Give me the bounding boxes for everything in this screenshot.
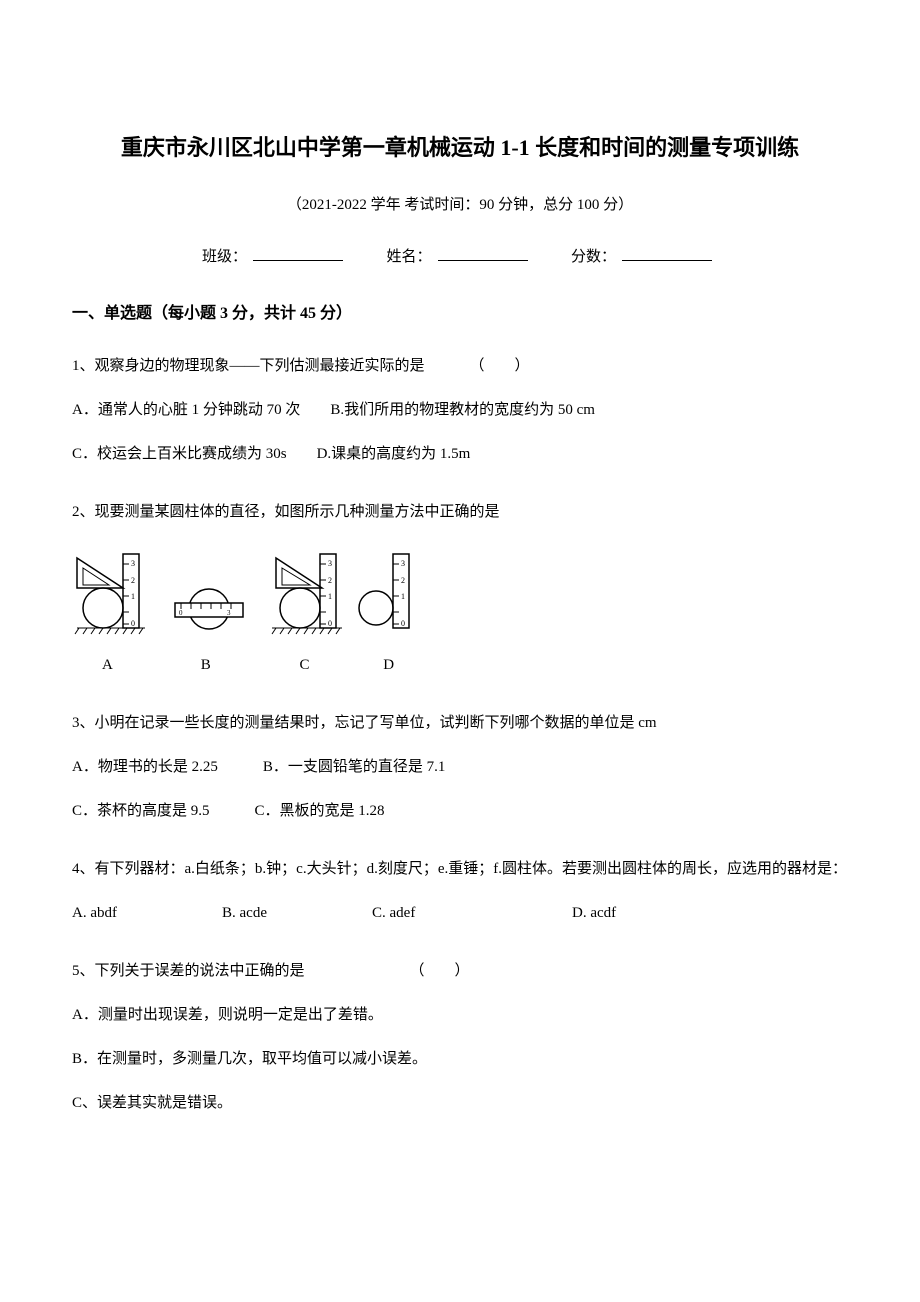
q4-opt-b: B. acde xyxy=(222,898,372,928)
svg-text:1: 1 xyxy=(131,592,135,601)
name-label: 姓名： xyxy=(386,249,431,265)
q2-labels: A B C D xyxy=(72,650,848,680)
q2-label-b: B xyxy=(201,650,296,680)
q3-text: 3、小明在记录一些长度的测量结果时，忘记了写单位，试判断下列哪个数据的单位是 c… xyxy=(72,708,848,738)
page-subtitle: （2021-2022 学年 考试时间：90 分钟，总分 100 分） xyxy=(72,193,848,217)
question-1: 1、观察身边的物理现象——下列估测最接近实际的是 （ ） A．通常人的心脏 1 … xyxy=(72,351,848,469)
svg-text:2: 2 xyxy=(401,576,405,585)
fig-d: 3 2 1 0 xyxy=(359,554,409,628)
svg-text:0: 0 xyxy=(179,609,183,617)
svg-text:1: 1 xyxy=(401,592,405,601)
q4-opt-c: C. adef xyxy=(372,898,572,928)
q5-opt-a: A．测量时出现误差，则说明一定是出了差错。 xyxy=(72,1000,848,1030)
score-blank[interactable] xyxy=(622,260,712,261)
score-label: 分数： xyxy=(571,249,616,265)
name-blank[interactable] xyxy=(438,260,528,261)
svg-text:2: 2 xyxy=(131,576,135,585)
question-4: 4、有下列器材：a.白纸条；b.钟；c.大头针；d.刻度尺；e.重锤；f.圆柱体… xyxy=(72,854,848,928)
fig-b: 0 3 xyxy=(175,589,243,629)
q2-label-a: A xyxy=(102,650,197,680)
section-1-header: 一、单选题（每小题 3 分，共计 45 分） xyxy=(72,301,848,327)
svg-text:3: 3 xyxy=(131,559,135,568)
svg-text:3: 3 xyxy=(401,559,405,568)
q1-options-ab: A．通常人的心脏 1 分钟跳动 70 次 B.我们所用的物理教材的宽度约为 50… xyxy=(72,395,848,425)
q3-options-ab: A．物理书的长是 2.25 B．一支圆铅笔的直径是 7.1 xyxy=(72,752,848,782)
question-2: 2、现要测量某圆柱体的直径，如图所示几种测量方法中正确的是 xyxy=(72,497,848,680)
svg-text:3: 3 xyxy=(328,559,332,568)
class-blank[interactable] xyxy=(253,260,343,261)
svg-text:0: 0 xyxy=(328,619,332,628)
q4-options: A. abdf B. acde C. adef D. acdf xyxy=(72,898,848,928)
page-title: 重庆市永川区北山中学第一章机械运动 1-1 长度和时间的测量专项训练 xyxy=(72,130,848,165)
q2-label-d: D xyxy=(383,650,423,680)
q3-options-cc: C．茶杯的高度是 9.5 C．黑板的宽是 1.28 xyxy=(72,796,848,826)
q2-label-c: C xyxy=(300,650,380,680)
student-info-row: 班级： 姓名： 分数： xyxy=(72,245,848,269)
svg-text:0: 0 xyxy=(401,619,405,628)
svg-text:2: 2 xyxy=(328,576,332,585)
svg-text:3: 3 xyxy=(227,609,231,617)
fig-a: 3 2 1 0 xyxy=(75,554,145,634)
q5-text: 5、下列关于误差的说法中正确的是 （ ） xyxy=(72,956,848,986)
measurement-diagram-svg: 3 2 1 0 0 3 xyxy=(72,545,412,650)
q1-text: 1、观察身边的物理现象——下列估测最接近实际的是 （ ） xyxy=(72,351,848,381)
q2-text: 2、现要测量某圆柱体的直径，如图所示几种测量方法中正确的是 xyxy=(72,497,848,527)
q5-opt-c: C、误差其实就是错误。 xyxy=(72,1088,848,1118)
q4-text: 4、有下列器材：a.白纸条；b.钟；c.大头针；d.刻度尺；e.重锤；f.圆柱体… xyxy=(72,854,848,884)
class-label: 班级： xyxy=(202,249,247,265)
q4-opt-a: A. abdf xyxy=(72,898,222,928)
q1-options-cd: C．校运会上百米比赛成绩为 30s D.课桌的高度约为 1.5m xyxy=(72,439,848,469)
q5-opt-b: B．在测量时，多测量几次，取平均值可以减小误差。 xyxy=(72,1044,848,1074)
question-3: 3、小明在记录一些长度的测量结果时，忘记了写单位，试判断下列哪个数据的单位是 c… xyxy=(72,708,848,826)
svg-text:1: 1 xyxy=(328,592,332,601)
question-5: 5、下列关于误差的说法中正确的是 （ ） A．测量时出现误差，则说明一定是出了差… xyxy=(72,956,848,1118)
q2-diagram: 3 2 1 0 0 3 xyxy=(72,545,848,680)
svg-text:0: 0 xyxy=(131,619,135,628)
q4-opt-d: D. acdf xyxy=(572,898,722,928)
fig-c: 3 2 1 0 xyxy=(272,554,342,634)
